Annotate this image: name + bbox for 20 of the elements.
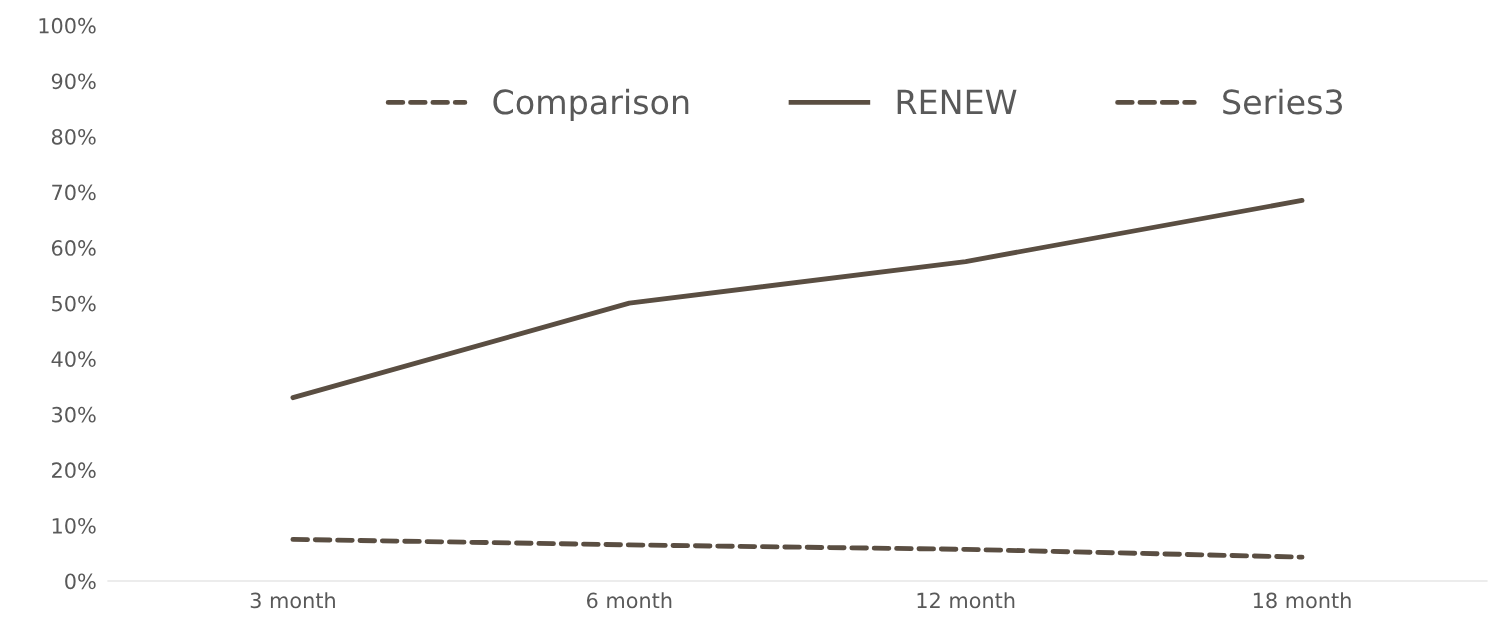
y-tick-label: 60% <box>51 240 96 256</box>
y-tick-label: 40% <box>51 351 96 367</box>
y-tick-label: 80% <box>51 128 96 145</box>
x-tick-label: 18 month <box>1253 592 1351 609</box>
legend-label: Comparison <box>493 88 689 121</box>
x-tick-label: 6 month <box>587 592 672 609</box>
y-tick-label: 30% <box>52 406 96 423</box>
y-tick-label: 20% <box>52 462 96 479</box>
y-tick-label: 90% <box>51 73 96 90</box>
line-series <box>290 197 1305 401</box>
line-series <box>290 536 1305 560</box>
y-tick-label: 50% <box>52 295 96 312</box>
y-tick-label: 0% <box>65 573 96 590</box>
legend-label: RENEW <box>897 89 1017 115</box>
y-tick-label: 100% <box>39 17 96 34</box>
x-tick-label: 12 month <box>917 592 1015 609</box>
legend-label: Series3 <box>1223 88 1342 115</box>
y-tick-label: 10% <box>52 517 96 534</box>
x-tick-label: 3 month <box>250 592 335 609</box>
y-tick-label: 70% <box>52 184 96 201</box>
